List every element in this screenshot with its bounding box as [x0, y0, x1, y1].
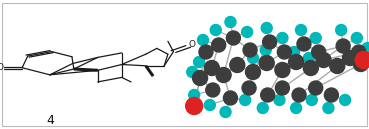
- Ellipse shape: [210, 25, 221, 35]
- Ellipse shape: [199, 45, 213, 59]
- Ellipse shape: [245, 64, 261, 79]
- Ellipse shape: [291, 103, 301, 114]
- Ellipse shape: [323, 103, 334, 114]
- Ellipse shape: [193, 71, 208, 86]
- Ellipse shape: [225, 17, 236, 27]
- Ellipse shape: [263, 35, 277, 49]
- Ellipse shape: [339, 95, 351, 106]
- Ellipse shape: [336, 39, 350, 53]
- Ellipse shape: [277, 45, 292, 59]
- Ellipse shape: [274, 95, 285, 106]
- Ellipse shape: [352, 45, 366, 59]
- Ellipse shape: [230, 58, 245, 72]
- Ellipse shape: [351, 33, 362, 43]
- Ellipse shape: [297, 37, 311, 51]
- Ellipse shape: [216, 67, 231, 83]
- Ellipse shape: [242, 26, 253, 38]
- Ellipse shape: [257, 103, 268, 114]
- Ellipse shape: [242, 81, 256, 95]
- Ellipse shape: [362, 42, 369, 54]
- Ellipse shape: [248, 53, 259, 63]
- Ellipse shape: [204, 61, 219, 75]
- Ellipse shape: [227, 31, 240, 45]
- Ellipse shape: [261, 22, 272, 34]
- Ellipse shape: [292, 88, 306, 102]
- Ellipse shape: [303, 61, 318, 75]
- Ellipse shape: [187, 67, 198, 78]
- Text: O: O: [189, 40, 195, 49]
- Ellipse shape: [224, 91, 237, 105]
- FancyBboxPatch shape: [2, 3, 367, 126]
- Ellipse shape: [296, 25, 307, 35]
- Ellipse shape: [260, 45, 271, 55]
- Ellipse shape: [316, 53, 331, 67]
- Ellipse shape: [277, 33, 288, 43]
- Ellipse shape: [342, 50, 358, 66]
- Ellipse shape: [259, 55, 274, 71]
- Ellipse shape: [324, 88, 338, 102]
- Ellipse shape: [261, 88, 275, 102]
- Ellipse shape: [189, 90, 200, 100]
- Ellipse shape: [353, 57, 368, 71]
- Ellipse shape: [212, 38, 226, 52]
- Ellipse shape: [355, 51, 369, 68]
- Ellipse shape: [310, 33, 321, 43]
- Ellipse shape: [239, 95, 251, 106]
- Ellipse shape: [312, 45, 326, 59]
- Ellipse shape: [303, 53, 314, 63]
- Ellipse shape: [243, 43, 257, 57]
- Ellipse shape: [197, 34, 208, 46]
- Ellipse shape: [306, 95, 317, 106]
- Ellipse shape: [289, 46, 300, 58]
- Ellipse shape: [289, 54, 304, 70]
- Ellipse shape: [336, 25, 347, 35]
- Ellipse shape: [186, 98, 203, 115]
- Ellipse shape: [275, 81, 289, 95]
- Ellipse shape: [204, 99, 215, 111]
- Ellipse shape: [194, 57, 204, 67]
- Ellipse shape: [309, 81, 323, 95]
- Ellipse shape: [206, 83, 220, 97]
- Ellipse shape: [330, 58, 345, 74]
- Text: O: O: [0, 63, 3, 72]
- Ellipse shape: [275, 62, 290, 78]
- Text: 4: 4: [46, 114, 54, 127]
- Ellipse shape: [220, 107, 231, 118]
